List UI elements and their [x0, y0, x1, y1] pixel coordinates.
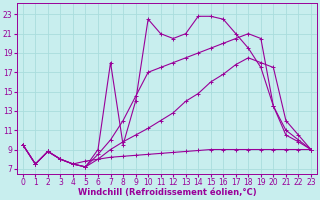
X-axis label: Windchill (Refroidissement éolien,°C): Windchill (Refroidissement éolien,°C) — [77, 188, 256, 197]
